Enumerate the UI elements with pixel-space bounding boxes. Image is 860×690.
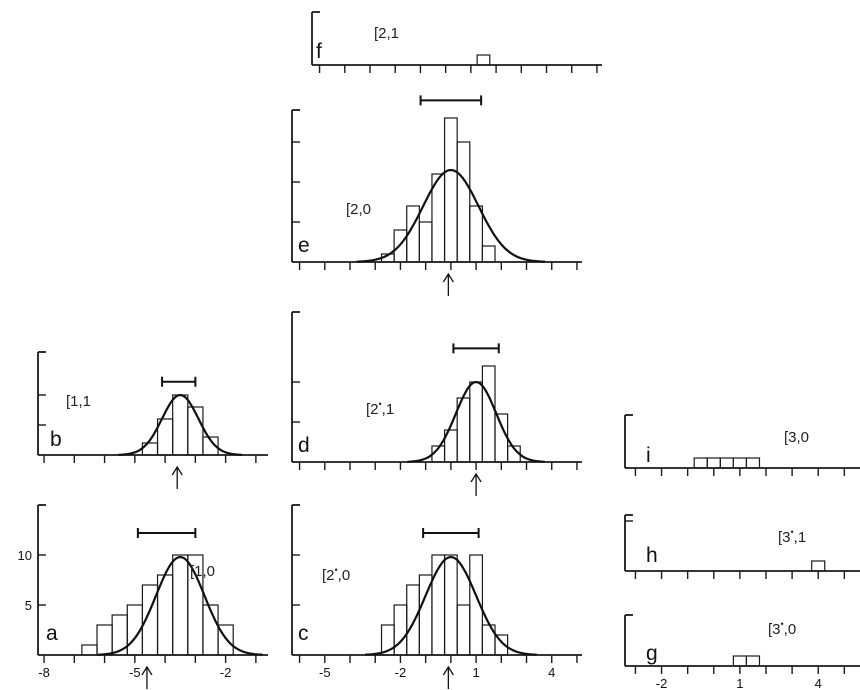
state-label: [3•,1	[778, 527, 806, 546]
gaussian-fit-curve	[407, 380, 545, 463]
histogram-bar	[811, 560, 826, 572]
error-bracket	[452, 343, 500, 354]
x-tick-label: 1	[472, 665, 479, 680]
x-tick-label: -8	[38, 665, 50, 680]
histogram-bar	[476, 54, 491, 66]
x-tick-label: -2	[656, 676, 668, 690]
histogram-bar	[481, 245, 496, 263]
mean-arrow-icon	[442, 272, 454, 296]
histogram-bar	[393, 604, 408, 656]
histogram-bar	[187, 406, 204, 456]
x-tick-label: 1	[736, 676, 743, 690]
state-label: [3•,0	[768, 619, 796, 638]
state-label: [2,1	[374, 25, 399, 42]
error-bracket	[136, 528, 197, 538]
mean-arrow-icon	[470, 472, 482, 496]
panel-g: -2 1 4 g [3•,0	[624, 614, 860, 690]
panel-a: -8 -5 -2 5 10 a [1,0	[18, 504, 268, 689]
panel-letter: h	[646, 544, 658, 567]
gaussian-fit-curve	[118, 393, 242, 456]
panel-letter: i	[646, 444, 651, 467]
histogram-bar	[469, 381, 483, 463]
histogram-bar	[443, 117, 458, 263]
panel-letter: c	[298, 622, 309, 645]
histogram-bar	[732, 457, 748, 469]
histogram-bar	[406, 584, 420, 656]
x-tick-label: 4	[548, 665, 555, 680]
histogram-bar	[456, 141, 471, 263]
panel-d: d [2•,1	[291, 311, 582, 496]
state-label: [3,0	[784, 429, 809, 446]
panel-e: e [2,0	[291, 95, 582, 296]
error-bracket	[161, 376, 197, 387]
state-label: [1,1	[66, 393, 91, 410]
panel-f: f [2,1	[311, 11, 602, 73]
state-label: [1,0	[190, 563, 215, 580]
panel-letter: e	[298, 234, 310, 257]
histogram-bar	[494, 413, 509, 463]
state-label: [2,0	[346, 201, 371, 218]
histogram-bar	[456, 604, 471, 656]
panel-b: b [1,1	[37, 351, 268, 489]
mean-arrow-icon	[171, 465, 183, 489]
histogram-bar	[443, 554, 458, 656]
mean-arrow-icon	[442, 665, 454, 689]
y-tick-label: 10	[18, 548, 32, 563]
x-tick-label: -2	[395, 665, 407, 680]
panel-i: i [3,0	[624, 414, 860, 476]
histogram-bar	[202, 436, 219, 456]
panel-letter: g	[646, 642, 658, 665]
panel-letter: d	[298, 434, 310, 457]
x-tick-label: -2	[220, 665, 232, 680]
histogram-bar	[706, 457, 721, 469]
y-tick-label: 5	[25, 598, 32, 613]
panel-h: h [3•,1	[624, 514, 860, 579]
panel-letter: f	[316, 40, 322, 63]
histogram-bar	[217, 624, 234, 656]
histogram-bar	[418, 221, 433, 263]
state-label: [2•,0	[322, 565, 350, 584]
histogram-bar	[81, 644, 98, 656]
state-label: [2•,1	[366, 399, 394, 418]
histogram-bar	[96, 624, 113, 656]
histogram-bar	[745, 655, 761, 667]
histogram-bar	[172, 554, 189, 656]
error-bracket	[422, 528, 480, 538]
histogram-bar	[172, 394, 189, 456]
histogram-bar	[745, 457, 761, 469]
x-tick-label: 4	[815, 676, 822, 690]
panel-c: -5 -2 1 4 c [2•,0	[291, 504, 582, 689]
histogram-bar	[494, 634, 509, 656]
gaussian-fit-curve	[365, 555, 537, 656]
error-bracket	[419, 95, 483, 106]
panel-letter: b	[50, 428, 62, 451]
histogram-bar	[469, 554, 483, 656]
histogram-bar	[469, 205, 483, 263]
histogram-bar	[481, 365, 496, 463]
histogram-bar	[693, 457, 708, 469]
mean-arrow-icon	[141, 665, 153, 689]
histogram-bar	[732, 655, 748, 667]
histogram-bar	[719, 457, 734, 469]
gaussian-fit-curve	[356, 168, 546, 263]
gaussian-fit-curve	[97, 555, 263, 656]
x-tick-label: -5	[319, 665, 331, 680]
x-tick-label: -5	[129, 665, 141, 680]
panel-letter: a	[46, 622, 58, 645]
